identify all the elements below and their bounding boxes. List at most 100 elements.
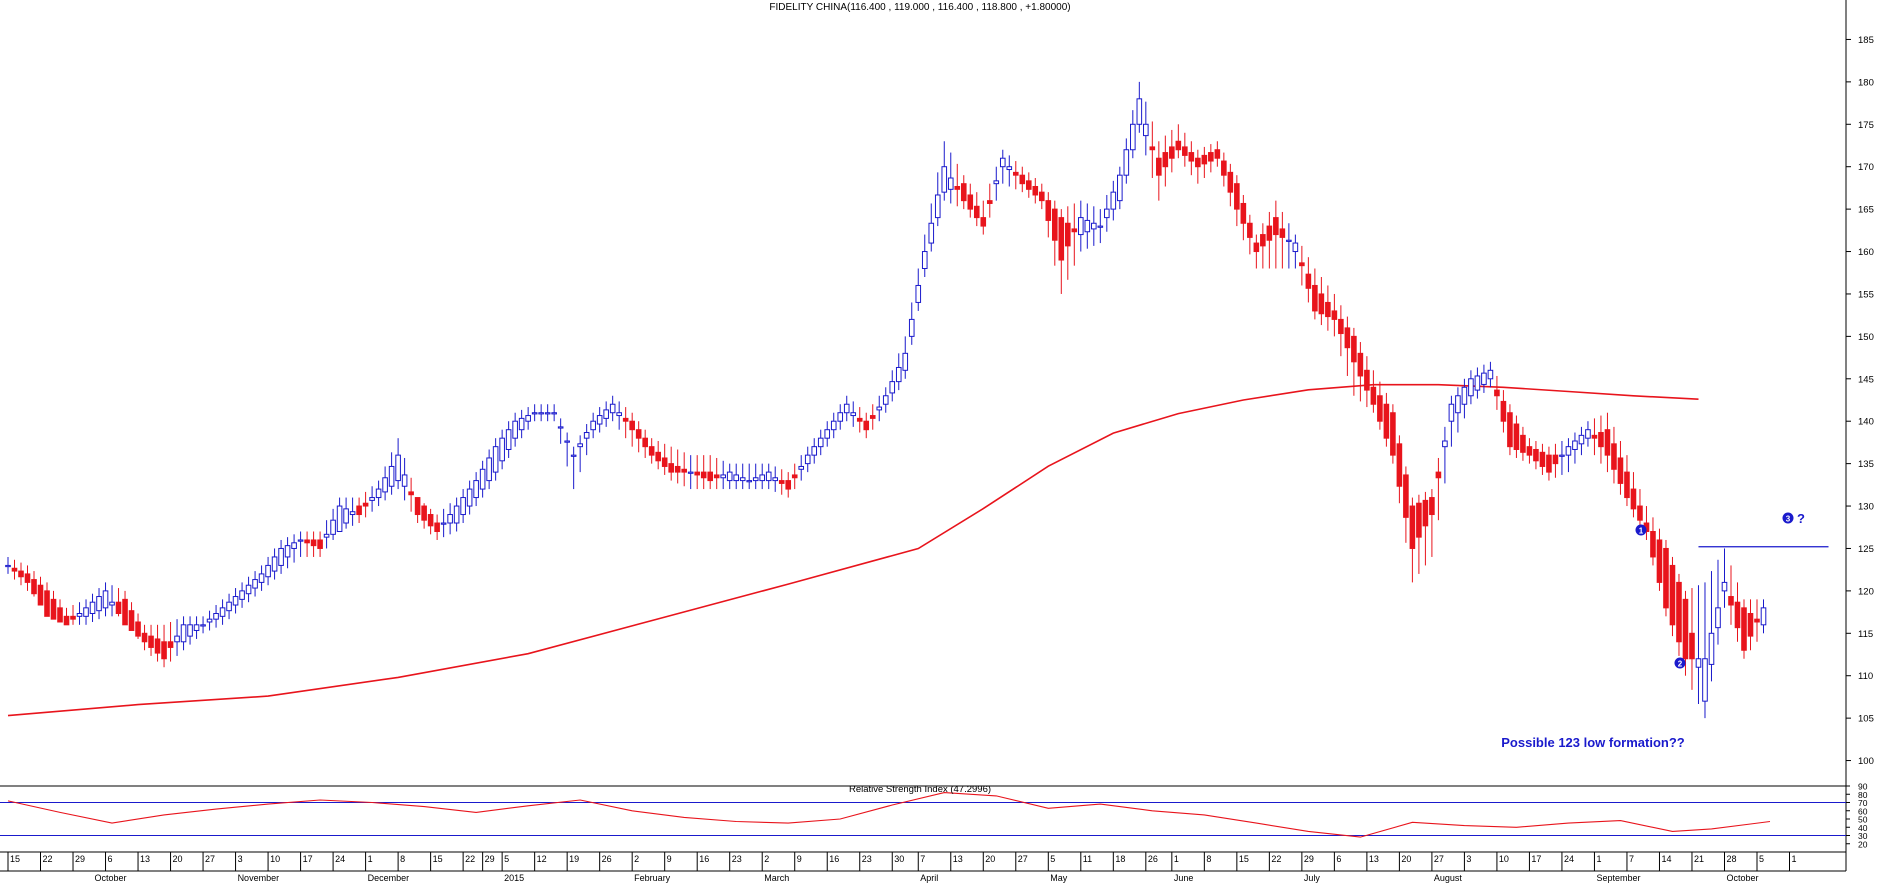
annotation-marker-1: 1 — [1635, 524, 1647, 536]
candle-body — [1741, 607, 1747, 651]
candle-body — [141, 632, 148, 643]
candle-body — [1383, 403, 1390, 439]
candle — [1572, 432, 1578, 464]
candle-body — [1487, 369, 1494, 380]
candle-body — [11, 567, 18, 572]
candle — [785, 472, 792, 498]
candle — [219, 599, 226, 625]
candle-body — [1292, 242, 1299, 253]
day-tick-label: 20 — [985, 854, 995, 864]
candle — [1078, 200, 1084, 252]
day-tick-label: 23 — [862, 854, 872, 864]
candle-body — [863, 420, 870, 431]
candle-body — [1338, 318, 1344, 335]
candle — [1045, 192, 1052, 238]
price-tick-label: 165 — [1858, 205, 1874, 216]
candle — [746, 463, 753, 490]
candle-body — [362, 502, 369, 507]
candle — [89, 593, 96, 622]
candle-body — [1708, 632, 1715, 665]
candle — [661, 443, 668, 475]
day-tick-label: 14 — [1661, 854, 1671, 864]
candle-body — [1084, 219, 1091, 233]
candle — [1208, 144, 1214, 173]
candle — [863, 412, 870, 439]
candle-body — [1266, 225, 1273, 241]
day-tick-label: 20 — [1401, 854, 1411, 864]
candle-body — [401, 474, 408, 487]
candle-body — [1448, 403, 1455, 422]
candle-body — [239, 590, 245, 600]
candle-body — [1201, 154, 1208, 165]
candle-body — [1286, 239, 1292, 242]
day-tick-label: 18 — [1115, 854, 1125, 864]
candle — [343, 497, 349, 529]
candle — [947, 152, 954, 204]
marker-1-circle — [1635, 524, 1647, 536]
candle — [18, 562, 24, 586]
candle-body — [258, 573, 265, 583]
day-tick-label: 28 — [1726, 854, 1736, 864]
candle — [200, 616, 206, 634]
candle-body — [1025, 180, 1032, 190]
candle — [603, 401, 609, 427]
candle-body — [1416, 502, 1422, 538]
price-tick-label: 145 — [1858, 374, 1874, 385]
candle — [1325, 285, 1331, 331]
candle — [544, 404, 551, 422]
candle — [1396, 435, 1403, 504]
candle-body — [271, 556, 278, 572]
candle-body — [902, 352, 909, 371]
candle-body — [382, 477, 388, 493]
candle-body — [609, 403, 616, 414]
candle-body — [1533, 448, 1539, 462]
candle-body — [1318, 293, 1325, 315]
candle-body — [148, 635, 154, 648]
candle — [837, 404, 844, 430]
candle-body — [323, 533, 330, 538]
candle-body — [713, 474, 720, 479]
candle — [570, 446, 577, 490]
candle — [83, 599, 89, 625]
candle — [551, 404, 557, 422]
candle — [1143, 101, 1149, 156]
candle-body — [1091, 222, 1097, 230]
candle-body — [1195, 157, 1201, 168]
candle-body — [1260, 234, 1266, 247]
candle — [401, 457, 408, 501]
price-tick-label: 180 — [1858, 77, 1874, 88]
candle-body — [115, 601, 122, 615]
price-axis: 100 105 110 115 120 125 130 135 140 145 150 155 160 1… — [1846, 35, 1874, 767]
candle-body — [837, 412, 844, 422]
candle — [1169, 129, 1175, 173]
candle-body — [1214, 149, 1221, 159]
candle — [102, 582, 109, 617]
candle — [1721, 548, 1728, 608]
candle-body — [544, 412, 551, 415]
month-tick-label: November — [238, 873, 280, 883]
month-tick-label: October — [95, 873, 127, 883]
candle-body — [1182, 146, 1188, 156]
candle-body — [1481, 372, 1487, 385]
candle-body — [1676, 581, 1682, 643]
candle-body — [934, 194, 941, 219]
candle — [642, 429, 648, 458]
candle-body — [135, 621, 141, 637]
candle — [1221, 152, 1227, 187]
candle — [1461, 378, 1468, 419]
candle-body — [1409, 505, 1416, 549]
day-tick-label: 11 — [1083, 854, 1092, 864]
candle — [908, 302, 915, 345]
candle — [655, 441, 661, 470]
candle-body — [343, 508, 349, 524]
candle — [31, 571, 37, 597]
day-tick-label: 22 — [43, 854, 53, 864]
candle-body — [1019, 174, 1026, 185]
candle-body — [635, 429, 642, 439]
price-tick-label: 135 — [1858, 459, 1874, 470]
day-tick-label: 12 — [537, 854, 547, 864]
candle — [434, 514, 440, 540]
candle-body — [856, 417, 863, 422]
